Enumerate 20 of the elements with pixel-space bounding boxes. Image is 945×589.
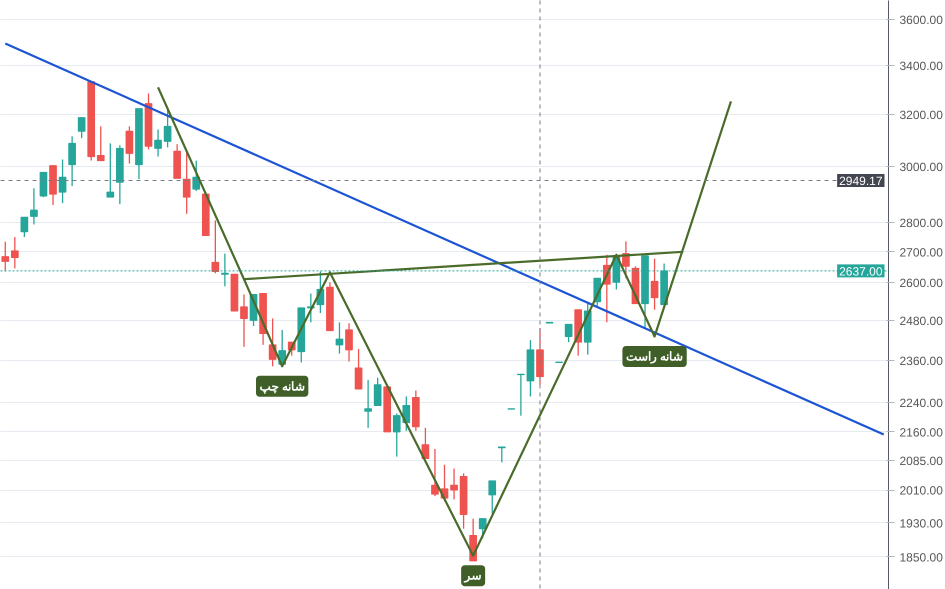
y-tick-label: 3600.00 — [900, 13, 944, 28]
data-label: شانه راست — [626, 350, 684, 365]
ref-line-label: 2949.17 — [839, 174, 883, 188]
data-label: سر — [464, 568, 482, 584]
y-tick-label: 2085.00 — [900, 454, 944, 468]
y-tick-label: 2480.00 — [900, 314, 944, 328]
y-tick-label: 3000.00 — [900, 160, 944, 174]
y-tick-label: 2600.00 — [900, 276, 944, 290]
y-tick-label: 1850.00 — [900, 550, 944, 564]
y-tick-label: 2700.00 — [900, 245, 944, 260]
y-tick-label: 1930.00 — [900, 516, 944, 530]
y-tick-label: 2240.00 — [900, 396, 944, 410]
ref-line-label: 2637.00 — [839, 264, 883, 278]
y-tick-label: 2360.00 — [900, 354, 944, 368]
y-tick-label: 3400.00 — [900, 59, 944, 74]
y-tick-label: 3200.00 — [900, 108, 944, 122]
data-label: شانه چپ — [260, 379, 305, 394]
y-tick-label: 2160.00 — [900, 425, 944, 440]
y-tick-label: 2800.00 — [900, 216, 944, 230]
y-tick-label: 2010.00 — [900, 484, 944, 498]
